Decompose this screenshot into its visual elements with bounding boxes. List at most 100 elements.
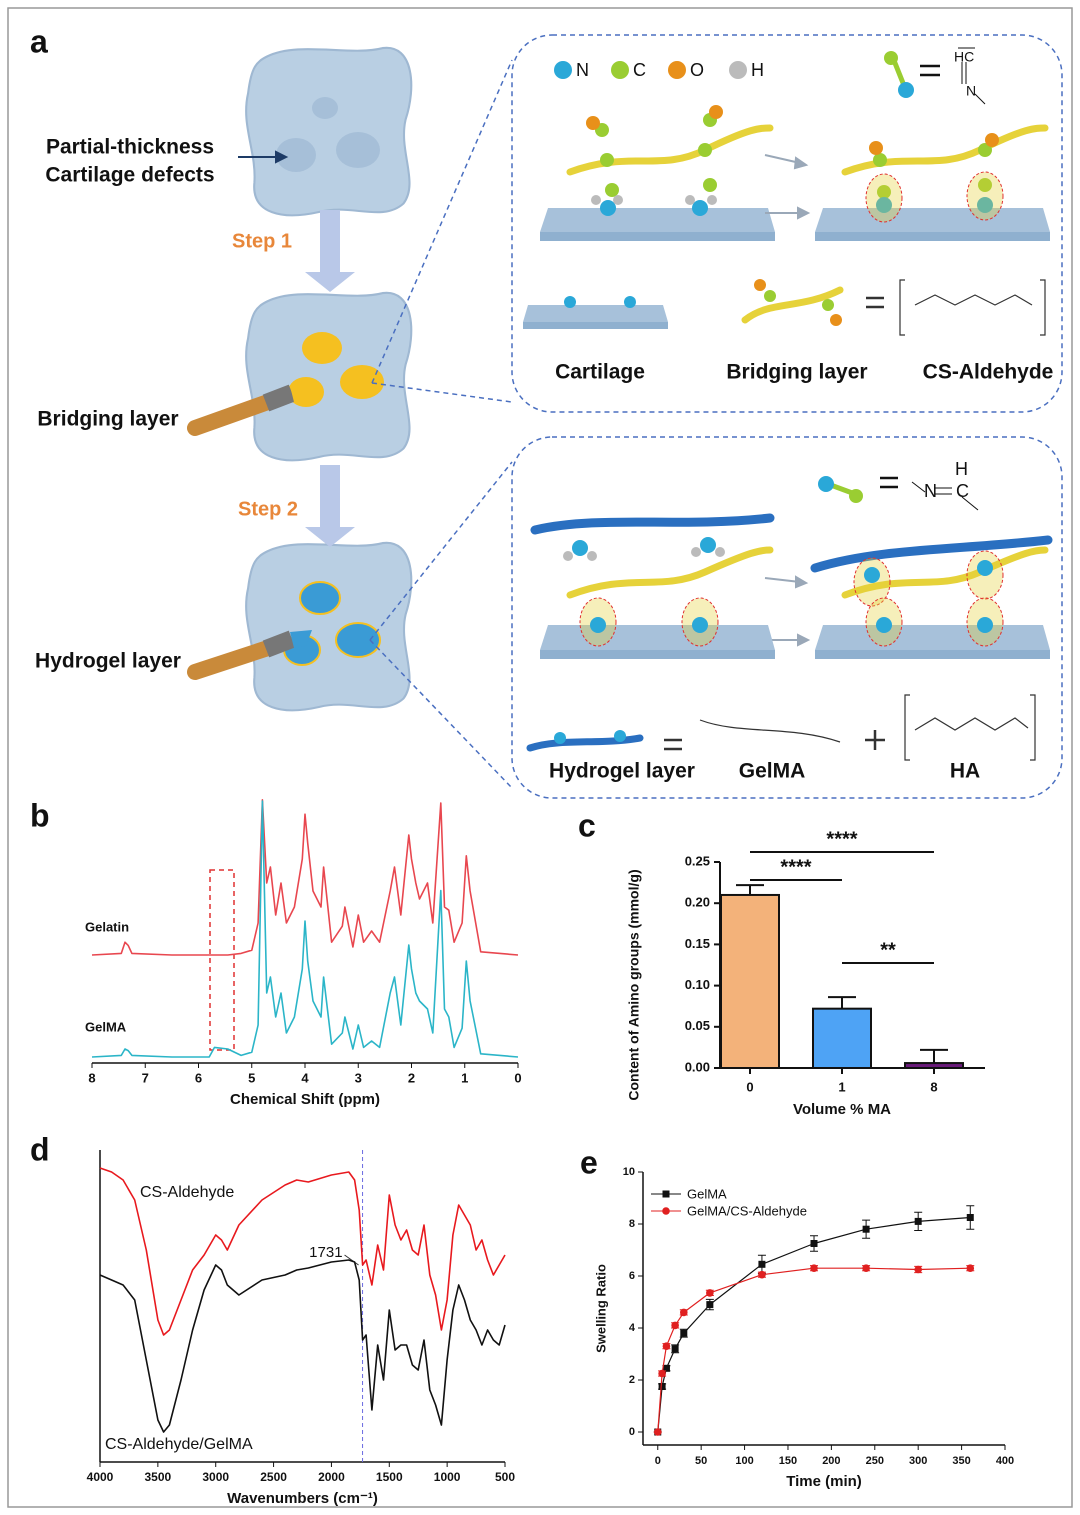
- error-bar: [828, 996, 856, 1009]
- series-line: [99, 1259, 506, 1433]
- box-label: Bridging layer: [726, 361, 867, 384]
- point: [653, 1428, 662, 1436]
- series-label: CS-Aldehyde/GelMA: [105, 1436, 253, 1453]
- point: [914, 1217, 922, 1225]
- x-tick-label: 8: [88, 1070, 95, 1085]
- zoom-lines: [369, 34, 1063, 799]
- x-tick-label: 2500: [260, 1470, 287, 1484]
- x-tick-label: 4000: [87, 1470, 114, 1484]
- x-tick-label: 1: [838, 1079, 845, 1094]
- y-tick-label: 10: [623, 1166, 635, 1178]
- step-label: Step 2: [238, 498, 298, 520]
- highlight-box: [209, 869, 235, 1051]
- series-line: [91, 799, 519, 956]
- x-tick-label: 5: [248, 1070, 255, 1085]
- point: [680, 1329, 688, 1337]
- x-axis-title: Chemical Shift (ppm): [230, 1091, 380, 1108]
- y-axis-title: Content of Amino groups (mmol/g): [626, 869, 642, 1100]
- x-tick-label: 100: [735, 1455, 753, 1467]
- x-tick-label: 1500: [376, 1470, 403, 1484]
- legend-label: N: [576, 60, 589, 80]
- layer-chains: [526, 513, 1053, 752]
- y-tick-label: 0.05: [685, 1018, 710, 1033]
- formula-atom: H: [955, 459, 968, 479]
- x-tick-label: 350: [952, 1455, 970, 1467]
- series-label: Gelatin: [85, 919, 129, 934]
- significance-label: ****: [780, 856, 811, 878]
- x-tick-label: 150: [779, 1455, 797, 1467]
- y-tick-label: 0.15: [685, 936, 710, 951]
- x-tick-label: 400: [996, 1455, 1014, 1467]
- x-tick-label: 8: [930, 1079, 937, 1094]
- point: [671, 1321, 679, 1330]
- legend-marker: [662, 1190, 670, 1198]
- panel-label: a: [30, 23, 48, 59]
- bar: [720, 893, 780, 1070]
- point: [966, 1264, 975, 1272]
- legend-label: C: [633, 60, 646, 80]
- frame: [7, 7, 1073, 1508]
- box-label: Cartilage: [555, 361, 645, 384]
- step-label: Step 1: [232, 230, 292, 252]
- y-tick-label: 6: [629, 1270, 635, 1282]
- x-tick-label: 2: [408, 1070, 415, 1085]
- point: [658, 1369, 666, 1378]
- x-tick-label: 250: [866, 1455, 884, 1467]
- y-tick-label: 0.00: [685, 1059, 710, 1074]
- y-axis-title: Swelling Ratio: [593, 1264, 608, 1353]
- formula-atom: HC: [954, 49, 974, 65]
- x-tick-label: 2000: [318, 1470, 345, 1484]
- series-line: [91, 800, 519, 1058]
- x-tick-label: 4: [301, 1070, 309, 1085]
- x-tick-label: 200: [822, 1455, 840, 1467]
- imine-icon: [884, 47, 986, 105]
- legend-label: GelMA: [687, 1186, 727, 1201]
- error-bar: [736, 884, 764, 895]
- atoms: [554, 537, 1004, 744]
- y-tick-label: 4: [629, 1322, 636, 1334]
- point: [706, 1301, 714, 1309]
- x-axis-title: Time (min): [786, 1473, 862, 1490]
- point: [758, 1260, 766, 1268]
- point: [862, 1264, 870, 1272]
- tissue-blobs: [245, 46, 413, 712]
- x-tick-label: 3500: [145, 1470, 172, 1484]
- formula-atom: N: [966, 83, 976, 99]
- layer-label: Hydrogel layer: [35, 650, 181, 673]
- legend-label: GelMA/CS-Aldehyde: [687, 1203, 807, 1218]
- x-tick-label: 500: [495, 1470, 515, 1484]
- imine-icon: [818, 476, 979, 511]
- x-tick-label: 1: [461, 1070, 468, 1085]
- formula-atom: C: [956, 481, 969, 501]
- y-tick-label: 8: [629, 1218, 635, 1230]
- y-tick-label: 0.10: [685, 977, 710, 992]
- defect-label: Partial-thickness: [46, 136, 214, 159]
- legend-marker: [662, 1207, 670, 1215]
- series-label: GelMA: [85, 1019, 127, 1034]
- layer-label: Bridging layer: [37, 408, 178, 431]
- point: [862, 1225, 870, 1233]
- x-tick-label: 3: [355, 1070, 362, 1085]
- defect-label: Cartilage defects: [45, 164, 214, 187]
- point: [680, 1308, 688, 1317]
- marker-label: 1731: [309, 1244, 342, 1261]
- series-line: [99, 1167, 506, 1336]
- box-label: Hydrogel layer: [549, 760, 695, 783]
- legend-label: O: [690, 60, 704, 80]
- panel-label: c: [578, 807, 596, 843]
- atoms: [564, 105, 1004, 326]
- y-tick-label: 0.20: [685, 895, 710, 910]
- x-tick-label: 1000: [434, 1470, 461, 1484]
- y-tick-label: 0: [629, 1426, 635, 1438]
- significance-label: ****: [826, 828, 857, 850]
- box-label: HA: [950, 760, 980, 783]
- x-tick-label: 300: [909, 1455, 927, 1467]
- x-axis-title: Wavenumbers (cm⁻¹): [227, 1490, 378, 1507]
- box-label: CS-Aldehyde: [923, 361, 1054, 384]
- point: [810, 1240, 818, 1247]
- marker-leader: [344, 1254, 359, 1266]
- step-arrows: [305, 210, 355, 547]
- point: [671, 1345, 679, 1353]
- box-label: GelMA: [739, 760, 806, 783]
